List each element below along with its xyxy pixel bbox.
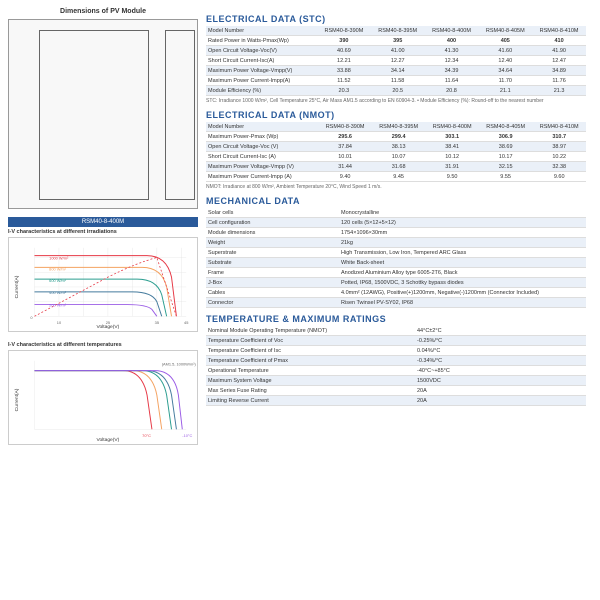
nmot-table: Model NumberRSM40-8-390MRSM40-8-395MRSM4… — [206, 122, 586, 182]
svg-text:200 W/m²: 200 W/m² — [49, 303, 67, 308]
temp-title: TEMPERATURE & MAXIMUM RATINGS — [206, 314, 586, 324]
svg-text:Current(A): Current(A) — [14, 388, 20, 411]
chart2-title: I-V characteristics at different tempera… — [8, 340, 198, 350]
stc-note: STC: Irradiance 1000 W/m², Cell Temperat… — [206, 98, 586, 104]
nmot-note: NMOT: Irradiance at 800 W/m², Ambient Te… — [206, 184, 586, 190]
mech-title: MECHANICAL DATA — [206, 196, 586, 206]
svg-text:1000 W/m²: 1000 W/m² — [49, 256, 69, 261]
svg-text:400 W/m²: 400 W/m² — [49, 290, 67, 295]
chart1-title: I-V characteristics at different irradia… — [8, 227, 198, 237]
temp-table: Nominal Module Operating Temperature (NM… — [206, 326, 586, 406]
svg-text:(AM1.5, 1000W/m²): (AM1.5, 1000W/m²) — [162, 362, 197, 367]
dimensions-title: Dimensions of PV Module — [8, 8, 198, 15]
iv-irradiation-chart: Voltage(V) Current(A) 1000 W/m² 800 W/m²… — [8, 237, 198, 332]
svg-text:35: 35 — [155, 320, 160, 325]
svg-text:0: 0 — [30, 315, 33, 320]
svg-text:45: 45 — [184, 320, 189, 325]
svg-text:600 W/m²: 600 W/m² — [49, 278, 67, 283]
pv-module-diagram — [8, 19, 198, 209]
svg-text:-10°C: -10°C — [182, 433, 192, 438]
svg-text:Voltage(V): Voltage(V) — [97, 437, 120, 443]
svg-text:800 W/m²: 800 W/m² — [49, 266, 67, 271]
stc-table: Model NumberRSM40-8-390MRSM40-8-395MRSM4… — [206, 26, 586, 96]
svg-text:10: 10 — [57, 320, 62, 325]
stc-title: ELECTRICAL DATA (STC) — [206, 14, 586, 24]
svg-text:Current(A): Current(A) — [14, 275, 20, 298]
svg-text:70°C: 70°C — [142, 433, 151, 438]
chart1-model: RSM40-8-400M — [8, 217, 198, 227]
mech-table: Solar cellsMonocrystallineCell configura… — [206, 208, 586, 308]
nmot-title: ELECTRICAL DATA (NMOT) — [206, 110, 586, 120]
iv-temperature-chart: Voltage(V) Current(A) (AM1.5, 1000W/m²) … — [8, 350, 198, 445]
